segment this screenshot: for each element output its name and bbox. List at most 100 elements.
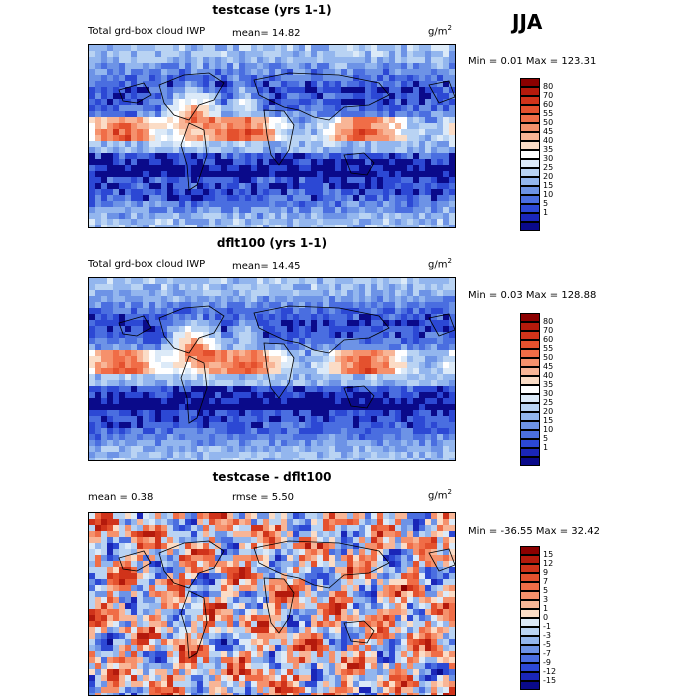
field-cell	[263, 99, 270, 106]
field-cell	[341, 51, 348, 58]
field-cell	[287, 278, 294, 285]
field-cell	[449, 207, 455, 214]
field-cell	[329, 302, 336, 309]
field-cell	[347, 165, 354, 172]
field-cell	[401, 615, 408, 622]
field-cell	[359, 585, 366, 592]
field-cell	[131, 278, 138, 285]
field-cell	[107, 392, 114, 399]
field-cell	[431, 278, 438, 285]
field-cell	[125, 195, 132, 202]
field-cell	[401, 549, 408, 556]
field-cell	[221, 195, 228, 202]
field-cell	[395, 452, 402, 459]
field-cell	[209, 165, 216, 172]
field-cell	[365, 81, 372, 88]
field-cell	[215, 57, 222, 64]
field-cell	[365, 561, 372, 568]
field-cell	[227, 81, 234, 88]
field-cell	[353, 434, 360, 441]
field-cell	[443, 525, 450, 532]
field-cell	[425, 105, 432, 112]
field-cell	[221, 153, 228, 160]
field-cell	[293, 386, 300, 393]
field-cell	[413, 531, 420, 538]
field-cell	[293, 213, 300, 220]
field-cell	[131, 57, 138, 64]
field-cell	[341, 278, 348, 285]
field-cell	[185, 278, 192, 285]
field-cell	[167, 51, 174, 58]
field-cell	[305, 350, 312, 357]
field-cell	[281, 585, 288, 592]
field-cell	[113, 165, 120, 172]
field-cell	[167, 356, 174, 363]
field-cell	[221, 75, 228, 82]
field-cell	[161, 314, 168, 321]
field-cell	[431, 225, 438, 227]
field-cell	[179, 513, 186, 520]
field-cell	[329, 278, 336, 285]
field-cell	[323, 189, 330, 196]
field-cell	[251, 458, 258, 460]
field-cell	[287, 410, 294, 417]
field-cell	[449, 573, 455, 580]
field-cell	[431, 513, 438, 520]
field-cell	[251, 308, 258, 315]
field-cell	[131, 434, 138, 441]
field-cell	[113, 117, 120, 124]
field-cell	[89, 386, 96, 393]
field-cell	[137, 219, 144, 226]
field-cell	[449, 398, 455, 405]
field-cell	[239, 519, 246, 526]
field-cell	[173, 344, 180, 351]
field-cell	[347, 422, 354, 429]
field-cell	[419, 201, 426, 208]
field-cell	[281, 410, 288, 417]
field-cell	[89, 87, 96, 94]
field-cell	[179, 99, 186, 106]
field-cell	[137, 531, 144, 538]
field-cell	[305, 314, 312, 321]
field-cell	[299, 207, 306, 214]
field-cell	[143, 597, 150, 604]
field-cell	[341, 561, 348, 568]
field-cell	[251, 519, 258, 526]
field-cell	[245, 69, 252, 76]
field-cell	[305, 117, 312, 124]
field-cell	[185, 308, 192, 315]
field-cell	[413, 434, 420, 441]
field-cell	[185, 549, 192, 556]
field-cell	[347, 543, 354, 550]
field-cell	[155, 362, 162, 369]
field-cell	[125, 45, 132, 52]
field-cell	[155, 314, 162, 321]
field-cell	[233, 189, 240, 196]
field-cell	[335, 603, 342, 610]
field-cell	[119, 195, 126, 202]
field-cell	[383, 165, 390, 172]
field-cell	[329, 51, 336, 58]
field-cell	[185, 81, 192, 88]
field-cell	[251, 555, 258, 562]
field-cell	[329, 177, 336, 184]
field-cell	[305, 398, 312, 405]
field-cell	[245, 410, 252, 417]
field-cell	[311, 440, 318, 447]
field-cell	[329, 374, 336, 381]
field-cell	[437, 45, 444, 52]
field-cell	[197, 350, 204, 357]
field-cell	[335, 290, 342, 297]
field-cell	[383, 81, 390, 88]
field-cell	[299, 567, 306, 574]
field-cell	[323, 213, 330, 220]
field-cell	[263, 165, 270, 172]
field-cell	[269, 81, 276, 88]
field-cell	[251, 567, 258, 574]
field-cell	[431, 380, 438, 387]
field-cell	[347, 111, 354, 118]
field-cell	[173, 63, 180, 70]
field-cell	[353, 332, 360, 339]
field-cell	[95, 87, 102, 94]
field-cell	[407, 326, 414, 333]
